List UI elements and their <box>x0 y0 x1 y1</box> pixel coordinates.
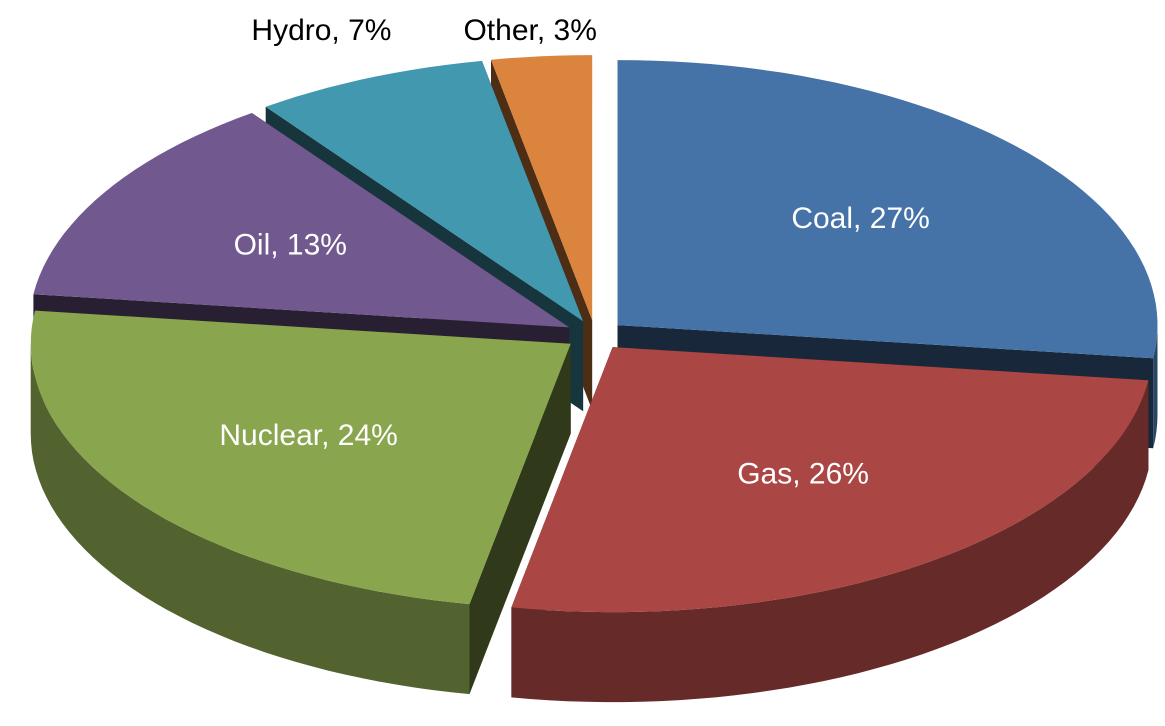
slice-top <box>33 113 570 328</box>
slice-wall <box>511 380 1149 703</box>
data-label: Hydro, 7% <box>251 14 391 47</box>
slice <box>511 347 1149 703</box>
slice-top <box>30 310 571 605</box>
slice-top <box>511 347 1149 613</box>
slice-wall <box>30 343 470 695</box>
slice-top <box>617 60 1158 359</box>
data-label: Other, 3% <box>463 14 596 47</box>
data-label: Coal, 27% <box>791 202 929 235</box>
data-label: Gas, 26% <box>737 458 869 491</box>
slice-top <box>491 55 593 321</box>
slice-top <box>265 60 584 322</box>
slice <box>30 310 571 695</box>
data-label: Nuclear, 24% <box>219 419 397 452</box>
data-label: Oil, 13% <box>234 228 347 261</box>
slice-wall <box>1153 325 1158 449</box>
